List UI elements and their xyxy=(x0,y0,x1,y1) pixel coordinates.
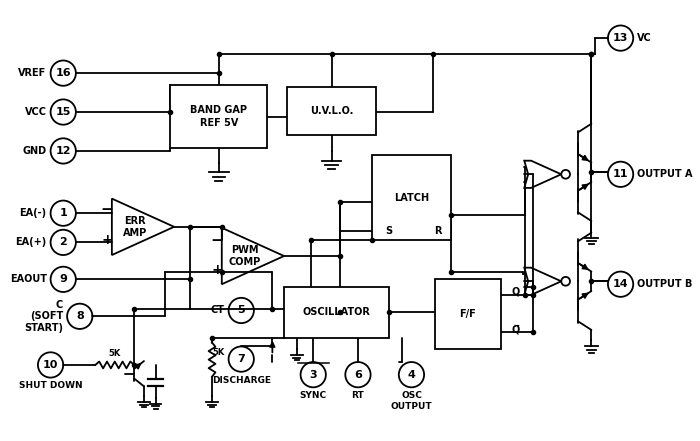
Text: VCC: VCC xyxy=(25,107,47,117)
Text: 4: 4 xyxy=(407,370,415,380)
Text: EAOUT: EAOUT xyxy=(10,274,47,284)
Text: 13: 13 xyxy=(613,33,629,43)
Text: 9: 9 xyxy=(60,274,67,284)
Text: +: + xyxy=(211,263,223,277)
Text: Q: Q xyxy=(512,286,519,296)
Text: 2: 2 xyxy=(60,237,67,247)
Text: 11: 11 xyxy=(612,169,629,179)
Bar xyxy=(435,279,501,349)
Text: SHUT DOWN: SHUT DOWN xyxy=(19,381,83,390)
Text: R: R xyxy=(434,226,442,235)
Text: EA(+): EA(+) xyxy=(15,237,47,247)
Text: 12: 12 xyxy=(55,146,71,156)
Text: EA(-): EA(-) xyxy=(20,208,47,218)
Text: 14: 14 xyxy=(612,279,629,289)
Text: VC: VC xyxy=(637,33,652,43)
Text: BAND GAP
REF 5V: BAND GAP REF 5V xyxy=(190,105,247,127)
Text: C
(SOFT
START): C (SOFT START) xyxy=(25,300,63,333)
Bar xyxy=(287,87,377,135)
Text: GND: GND xyxy=(22,146,47,156)
Text: −: − xyxy=(101,202,113,217)
Text: 5K: 5K xyxy=(108,349,121,358)
Text: 6: 6 xyxy=(354,370,362,380)
Text: 5: 5 xyxy=(237,306,245,315)
Bar xyxy=(170,85,267,148)
Text: U.V.L.O.: U.V.L.O. xyxy=(310,106,354,116)
Text: VREF: VREF xyxy=(18,68,47,78)
Bar xyxy=(372,155,452,240)
Text: OUTPUT B: OUTPUT B xyxy=(637,279,692,289)
Text: CT: CT xyxy=(211,306,225,315)
Text: RT: RT xyxy=(351,391,364,400)
Text: 16: 16 xyxy=(55,68,71,78)
Text: OSCILLATOR: OSCILLATOR xyxy=(302,307,370,318)
Text: 3: 3 xyxy=(309,370,317,380)
Text: +: + xyxy=(102,233,113,247)
Text: S: S xyxy=(386,226,393,235)
Text: 15: 15 xyxy=(55,107,71,117)
Text: SYNC: SYNC xyxy=(300,391,327,400)
Text: 7: 7 xyxy=(237,354,245,364)
Text: 8: 8 xyxy=(76,311,83,321)
Text: PWM
COMP: PWM COMP xyxy=(229,245,261,267)
Text: 5K: 5K xyxy=(213,348,225,357)
Text: DISCHARGE: DISCHARGE xyxy=(211,376,271,385)
Text: F/F: F/F xyxy=(459,310,476,319)
Text: ERR
AMP: ERR AMP xyxy=(122,216,147,238)
Text: OUTPUT A: OUTPUT A xyxy=(637,169,692,179)
Text: 1: 1 xyxy=(60,208,67,218)
Text: Q̅: Q̅ xyxy=(512,325,519,335)
Text: OSC
OUTPUT: OSC OUTPUT xyxy=(391,391,433,411)
Text: −: − xyxy=(211,233,223,248)
Bar xyxy=(284,287,389,338)
Text: 10: 10 xyxy=(43,360,58,370)
Text: LATCH: LATCH xyxy=(394,193,429,203)
